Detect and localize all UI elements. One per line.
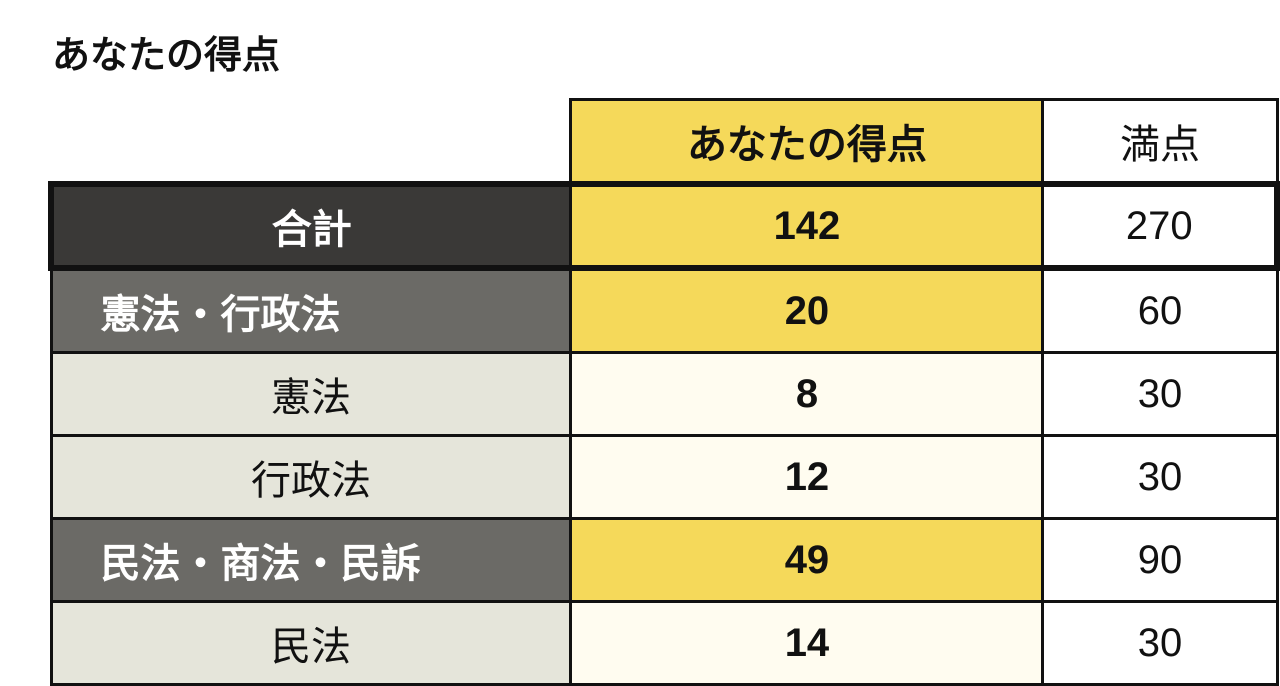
total-score: 142 [569,181,1045,271]
row-label: 行政法 [49,434,573,520]
header-max: 満点 [1041,98,1279,186]
row-score: 14 [569,600,1045,686]
row-max: 30 [1041,600,1279,686]
row-max: 30 [1041,434,1279,520]
row-max: 90 [1041,517,1279,603]
score-table: あなたの得点 満点 合計 142 270 憲法・行政法 20 60 憲法 8 3… [48,98,1280,686]
row-label: 民法 [49,600,573,686]
total-label: 合計 [48,181,573,271]
table-row: 行政法 12 30 [49,434,1279,520]
row-max: 30 [1041,351,1279,437]
table-row: 憲法・行政法 20 60 [49,266,1279,354]
table-row: 民法 14 30 [49,600,1279,686]
total-row: 合計 142 270 [48,181,1280,271]
row-max: 60 [1041,266,1279,354]
row-label: 憲法 [49,351,573,437]
row-score: 20 [569,266,1045,354]
row-label: 民法・商法・民訴 [49,517,573,603]
page-title: あなたの得点 [52,35,281,77]
row-score: 8 [569,351,1045,437]
table-row: 憲法 8 30 [49,351,1279,437]
row-score: 12 [569,434,1045,520]
header-row: あなたの得点 満点 [51,98,1279,186]
table-row: 民法・商法・民訴 49 90 [49,517,1279,603]
total-max: 270 [1041,181,1280,271]
header-blank [51,99,571,184]
row-label: 憲法・行政法 [49,266,573,354]
header-score: あなたの得点 [569,98,1045,186]
row-score: 49 [569,517,1045,603]
